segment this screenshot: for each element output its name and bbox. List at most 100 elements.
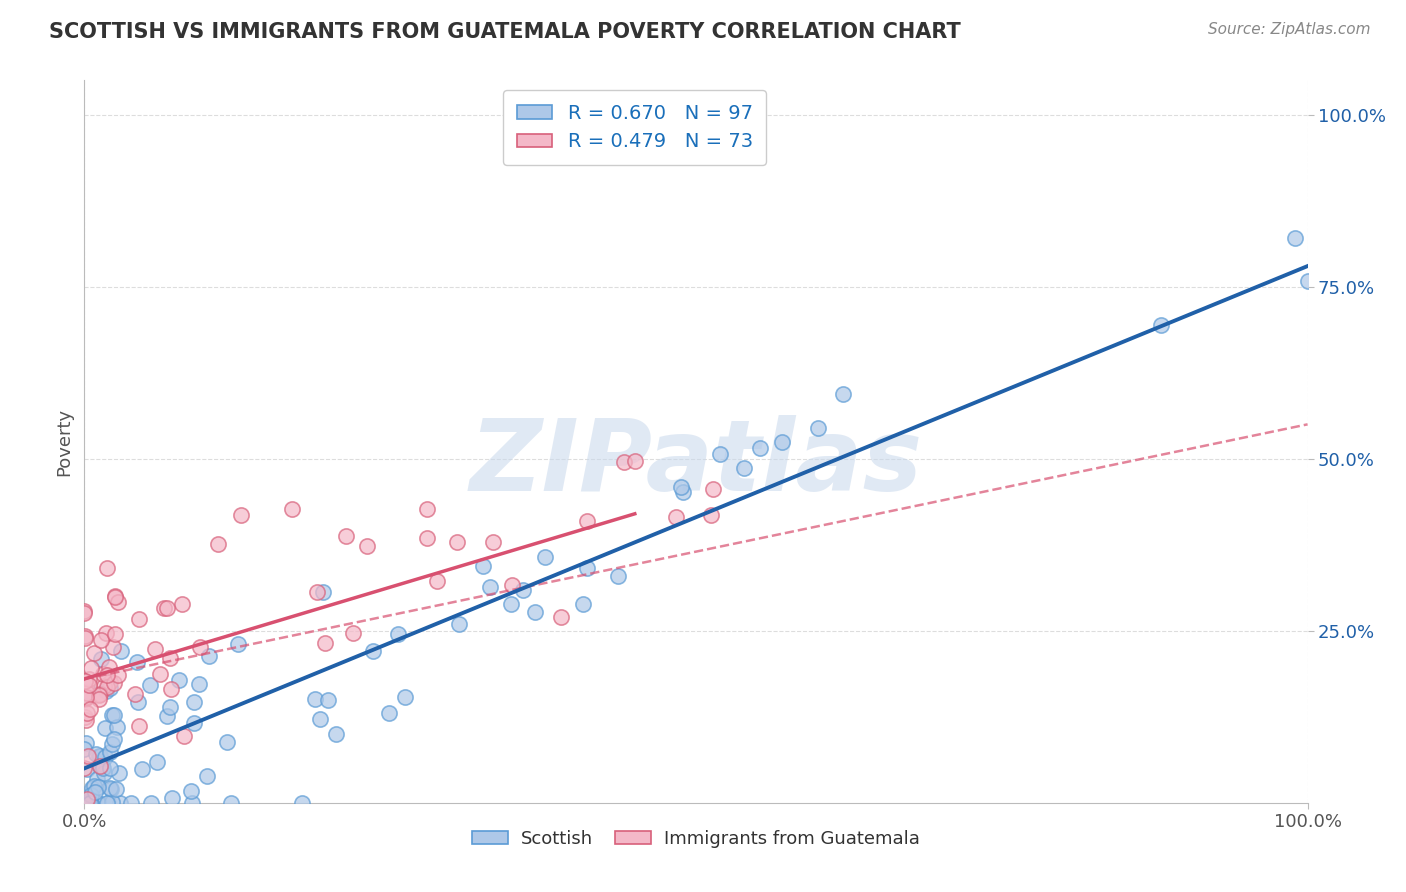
Point: [96, 625, 118, 640]
Point: [304, 692, 326, 706]
Point: [96, 668, 118, 682]
Point: [180, 784, 202, 798]
Point: [76, 792, 98, 806]
Point: [139, 796, 162, 810]
Point: [159, 651, 181, 665]
Point: [309, 712, 332, 726]
Point: [312, 584, 335, 599]
Point: [671, 485, 693, 500]
Point: [73, 761, 96, 775]
Point: [1296, 274, 1319, 288]
Point: [534, 549, 557, 564]
Point: [356, 540, 378, 554]
Point: [77, 683, 100, 698]
Point: [159, 700, 181, 714]
Point: [447, 617, 470, 632]
Point: [1150, 318, 1173, 333]
Point: [75, 796, 97, 810]
Point: [76, 686, 98, 700]
Point: [318, 692, 340, 706]
Point: [77, 794, 100, 808]
Point: [128, 612, 150, 626]
Point: [669, 480, 692, 494]
Point: [86, 780, 108, 794]
Point: [195, 769, 218, 783]
Point: [160, 791, 183, 805]
Y-axis label: Poverty: Poverty: [55, 408, 73, 475]
Point: [377, 706, 399, 720]
Point: [512, 582, 534, 597]
Point: [107, 765, 129, 780]
Point: [572, 597, 595, 611]
Point: [149, 667, 172, 681]
Point: [87, 688, 110, 702]
Point: [84, 747, 107, 761]
Point: [101, 795, 124, 809]
Point: [103, 731, 125, 746]
Point: [183, 695, 205, 709]
Point: [89, 758, 111, 772]
Point: [502, 578, 524, 592]
Point: [75, 629, 97, 643]
Point: [226, 637, 249, 651]
Point: [96, 796, 118, 810]
Point: [125, 655, 148, 669]
Point: [93, 765, 115, 780]
Point: [131, 762, 153, 776]
Point: [156, 600, 179, 615]
Point: [87, 692, 110, 706]
Point: [831, 387, 853, 401]
Point: [73, 710, 96, 724]
Point: [181, 796, 204, 810]
Point: [108, 796, 131, 810]
Point: [89, 748, 111, 763]
Point: [446, 534, 468, 549]
Point: [217, 735, 239, 749]
Text: ZIPatlas: ZIPatlas: [470, 415, 922, 512]
Point: [91, 666, 114, 681]
Point: [73, 606, 96, 620]
Point: [75, 690, 97, 705]
Point: [342, 625, 364, 640]
Point: [76, 706, 98, 720]
Point: [80, 660, 103, 674]
Point: [104, 590, 127, 604]
Point: [100, 781, 122, 796]
Point: [700, 508, 723, 523]
Text: SCOTTISH VS IMMIGRANTS FROM GUATEMALA POVERTY CORRELATION CHART: SCOTTISH VS IMMIGRANTS FROM GUATEMALA PO…: [49, 22, 960, 42]
Point: [120, 796, 142, 810]
Point: [98, 780, 121, 795]
Point: [97, 796, 120, 810]
Point: [127, 695, 149, 709]
Point: [105, 781, 128, 796]
Point: [103, 708, 125, 723]
Point: [709, 447, 731, 461]
Point: [314, 636, 336, 650]
Point: [79, 788, 101, 802]
Point: [770, 435, 793, 450]
Point: [100, 737, 122, 751]
Point: [153, 600, 176, 615]
Point: [76, 677, 98, 691]
Point: [89, 748, 111, 763]
Point: [1284, 231, 1306, 245]
Point: [325, 727, 347, 741]
Point: [96, 561, 118, 575]
Point: [91, 756, 114, 771]
Point: [471, 558, 494, 573]
Point: [187, 677, 209, 691]
Point: [156, 709, 179, 723]
Point: [76, 749, 98, 764]
Point: [183, 715, 205, 730]
Point: [83, 779, 105, 793]
Point: [76, 762, 98, 776]
Point: [75, 796, 97, 810]
Point: [291, 796, 314, 810]
Point: [733, 461, 755, 475]
Point: [80, 781, 103, 796]
Point: [94, 749, 117, 764]
Point: [77, 672, 100, 686]
Point: [73, 604, 96, 618]
Point: [188, 640, 211, 655]
Point: [416, 531, 439, 545]
